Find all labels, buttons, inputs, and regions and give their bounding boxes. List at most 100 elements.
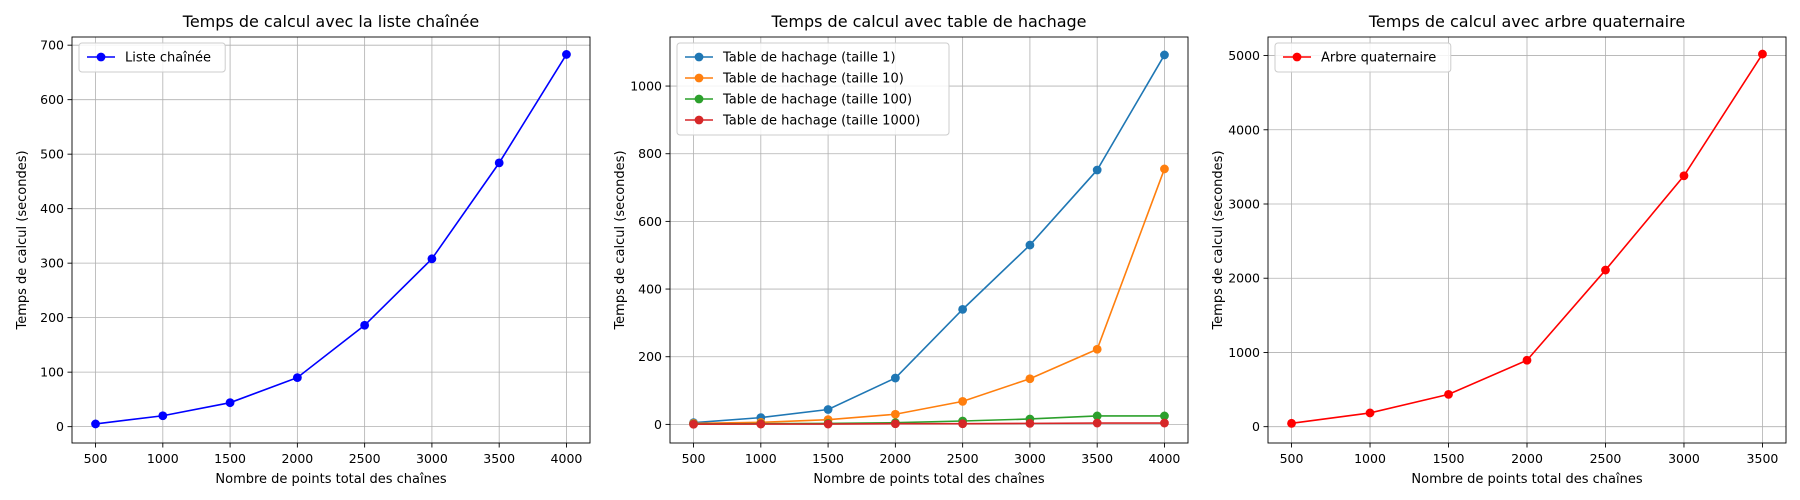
data-point <box>1025 240 1035 250</box>
data-point <box>890 409 900 419</box>
chart-2: 500 1000 1500 2000 2500 3000 3500 4000 0 200 400 60… <box>613 12 1189 487</box>
chart-3: 500 1000 1500 2000 2500 3000 3500 0 1000 2000 3000… <box>1211 12 1787 487</box>
series-1 <box>91 50 571 429</box>
series-4 <box>689 418 1169 429</box>
data-point <box>360 320 370 330</box>
y-tick-label: 800 <box>638 146 662 161</box>
gridlines <box>1268 37 1786 443</box>
x-tick-label: 3500 <box>1747 451 1779 466</box>
data-point <box>1758 49 1767 59</box>
chart-1: 500 1000 1500 2000 2500 3000 3500 4000 0 100 200 30… <box>15 12 591 487</box>
y-tick-label: 100 <box>40 365 64 380</box>
y-tick-label: 700 <box>40 38 64 53</box>
data-point <box>823 419 833 429</box>
x-tick-label: 2000 <box>281 451 313 466</box>
y-tick-label: 0 <box>654 417 662 432</box>
data-point <box>427 254 437 264</box>
series-line <box>693 168 1166 425</box>
x-tick-label: 2500 <box>1590 451 1622 466</box>
axes-frame <box>71 36 591 444</box>
series-line <box>693 422 1165 426</box>
x-axis-label: Nombre de points total des chaînes <box>813 472 1044 487</box>
legend-box <box>78 42 226 73</box>
x-tick-label: 1000 <box>745 451 777 466</box>
data-point <box>890 373 900 383</box>
legend: Arbre quaternaire <box>1274 42 1452 73</box>
x-tick-label: 1500 <box>214 451 246 466</box>
y-tick-label: 0 <box>56 419 64 434</box>
y-tick-label: 400 <box>40 201 64 216</box>
legend-entry: Table de hachage (taille 1000) <box>722 114 920 129</box>
data-point <box>958 419 968 429</box>
y-tick-label: 600 <box>40 92 64 107</box>
legend-box <box>676 42 950 136</box>
data-point <box>1092 418 1102 428</box>
legend-entry: Table de hachage (taille 10) <box>722 72 904 87</box>
x-tick-label: 500 <box>84 451 108 466</box>
x-tick-label: 500 <box>682 451 706 466</box>
data-point <box>1092 411 1102 421</box>
y-axis-label: Temps de calcul (secondes) <box>613 150 628 330</box>
chart-title: Temps de calcul avec arbre quaternaire <box>1368 12 1685 31</box>
data-point <box>494 158 504 168</box>
data-point <box>1601 265 1610 275</box>
data-point <box>689 419 698 429</box>
series-1 <box>1287 49 1767 428</box>
x-tick-label: 1000 <box>1354 451 1386 466</box>
legend-marker <box>1292 52 1302 62</box>
x-axis-label: Nombre de points total des chaînes <box>1411 472 1642 487</box>
chart-title: Temps de calcul avec la liste chaînée <box>182 12 479 31</box>
data-point <box>292 373 302 383</box>
legend: Liste chaînée <box>78 42 226 73</box>
x-axis-label: Nombre de points total des chaînes <box>215 472 446 487</box>
y-tick-label: 4000 <box>1228 122 1260 137</box>
legend-entry: Table de hachage (taille 1) <box>722 51 896 66</box>
y-tick-label: 400 <box>638 282 662 297</box>
legend: Table de hachage (taille 1) Table de hach… <box>676 42 950 136</box>
x-tick-label: 3500 <box>483 451 515 466</box>
legend-marker <box>694 94 704 104</box>
data-point <box>756 419 766 429</box>
x-tick-label: 2500 <box>947 451 979 466</box>
data-point <box>1025 374 1035 384</box>
legend-marker <box>694 115 704 125</box>
data-point <box>158 411 168 421</box>
series-line <box>95 54 568 425</box>
data-point <box>1160 164 1169 174</box>
x-tick-label: 1500 <box>1433 451 1465 466</box>
legend-marker <box>694 73 704 83</box>
data-point <box>890 419 900 429</box>
legend-entry: Liste chaînée <box>125 51 211 66</box>
x-tick-label: 3000 <box>1014 451 1046 466</box>
y-tick-label: 5000 <box>1228 48 1260 63</box>
data-point <box>958 396 968 406</box>
x-tick-label: 2000 <box>1511 451 1543 466</box>
chart-title: Temps de calcul avec table de hachage <box>770 12 1086 31</box>
data-point <box>1679 171 1689 181</box>
y-axis-label: Temps de calcul (secondes) <box>15 150 30 330</box>
data-point <box>1444 389 1453 399</box>
data-point <box>1092 165 1102 175</box>
legend-marker <box>694 52 704 62</box>
data-point <box>1160 411 1169 421</box>
y-tick-label: 3000 <box>1228 197 1260 212</box>
data-point <box>1025 418 1035 428</box>
x-tick-label: 1500 <box>812 451 844 466</box>
data-point <box>1092 344 1102 354</box>
legend-entry: Table de hachage (taille 100) <box>722 93 912 108</box>
legend-box <box>1274 42 1452 73</box>
y-tick-label: 1000 <box>1228 345 1260 360</box>
axes-frame <box>669 36 1189 444</box>
y-axis-label: Temps de calcul (secondes) <box>1211 150 1226 330</box>
y-tick-label: 200 <box>638 349 662 364</box>
y-tick-label: 1000 <box>630 79 662 94</box>
legend-entry: Arbre quaternaire <box>1321 51 1436 66</box>
y-tick-label: 300 <box>40 256 64 271</box>
data-point <box>958 304 968 314</box>
data-point <box>91 419 100 429</box>
legend-marker <box>96 52 106 62</box>
data-point <box>1160 418 1169 428</box>
data-point <box>225 398 235 408</box>
data-point <box>1160 50 1169 60</box>
